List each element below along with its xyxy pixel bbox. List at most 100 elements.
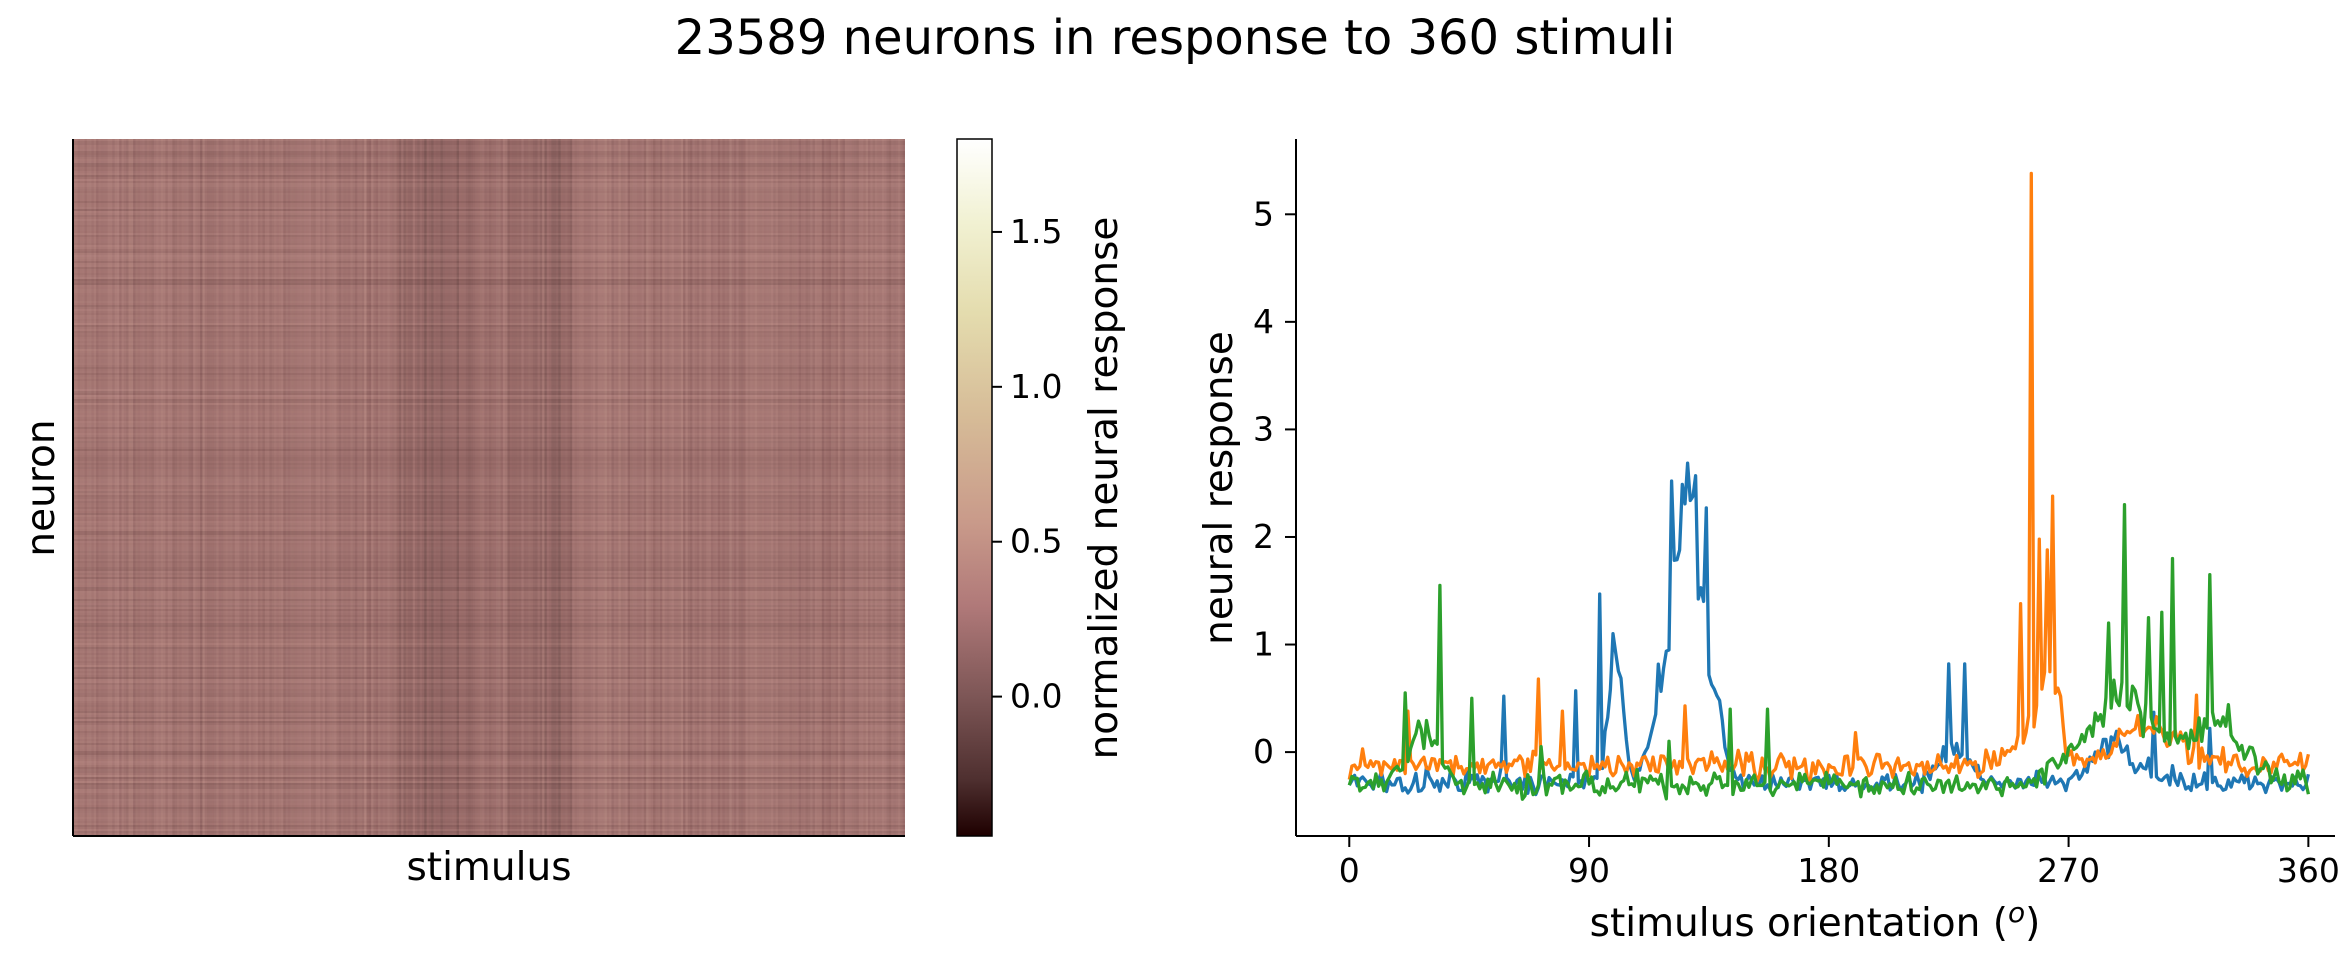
heatmap-column	[308, 139, 312, 836]
heatmap-row	[73, 499, 905, 501]
heatmap-row	[73, 337, 905, 339]
heatmap-row	[73, 239, 905, 241]
heatmap-column	[359, 139, 363, 836]
heatmap-row	[73, 491, 905, 493]
heatmap-row	[73, 449, 905, 451]
heatmap-column	[747, 139, 751, 836]
line-xtick-label: 360	[2277, 851, 2340, 890]
heatmap-column	[137, 139, 141, 836]
heatmap-column	[442, 139, 446, 836]
heatmap-column	[657, 139, 661, 836]
heatmap-column	[144, 139, 148, 836]
heatmap-column	[812, 139, 816, 836]
heatmap-columns	[73, 139, 905, 836]
heatmap-row	[73, 621, 905, 623]
heatmap-row	[73, 793, 905, 795]
heatmap-column	[105, 139, 109, 836]
heatmap-row	[73, 789, 905, 791]
heatmap-row	[73, 195, 905, 197]
heatmap-column	[179, 139, 183, 836]
heatmap-column	[260, 139, 264, 836]
heatmap-column	[472, 139, 476, 836]
heatmap-row	[73, 367, 905, 369]
heatmap-row	[73, 637, 905, 639]
heatmap-row	[73, 159, 905, 161]
heatmap-row	[73, 733, 905, 735]
heatmap-column	[604, 139, 608, 836]
heatmap-column	[100, 139, 104, 836]
heatmap-row	[73, 229, 905, 231]
heatmap-column	[895, 139, 899, 836]
heatmap-column	[225, 139, 229, 836]
heatmap-column	[375, 139, 379, 836]
heatmap-row	[73, 209, 905, 211]
heatmap-column	[842, 139, 846, 836]
heatmap-column	[551, 139, 555, 836]
heatmap-row	[73, 629, 905, 631]
heatmap-column	[250, 139, 254, 836]
heatmap-row	[73, 361, 905, 363]
heatmap-column	[886, 139, 890, 836]
heatmap-column	[128, 139, 132, 836]
heatmap-row	[73, 533, 905, 535]
heatmap-row	[73, 715, 905, 717]
heatmap-row	[73, 697, 905, 699]
heatmap-column	[174, 139, 178, 836]
heatmap-column	[512, 139, 516, 836]
heatmap-row	[73, 261, 905, 263]
heatmap-column	[142, 139, 146, 836]
heatmap-row	[73, 409, 905, 411]
heatmap-row	[73, 601, 905, 603]
heatmap-column	[648, 139, 652, 836]
heatmap-row	[73, 201, 905, 203]
heatmap-row	[73, 497, 905, 499]
heatmap-row	[73, 513, 905, 515]
heatmap-row	[73, 415, 905, 417]
heatmap-column	[109, 139, 113, 836]
heatmap-row	[73, 541, 905, 543]
heatmap-row	[73, 723, 905, 725]
heatmap-column	[502, 139, 506, 836]
heatmap-row	[73, 427, 905, 429]
heatmap-row	[73, 377, 905, 379]
heatmap-column	[271, 139, 275, 836]
heatmap-column	[509, 139, 513, 836]
heatmap-row	[73, 447, 905, 449]
heatmap-column	[865, 139, 869, 836]
heatmap-row	[73, 821, 905, 823]
heatmap-column	[119, 139, 123, 836]
heatmap-column	[463, 139, 467, 836]
heatmap-row	[73, 413, 905, 415]
heatmap-row	[73, 259, 905, 261]
heatmap-row	[73, 785, 905, 787]
heatmap-row	[73, 593, 905, 595]
heatmap-row	[73, 661, 905, 663]
heatmap-column	[507, 139, 511, 836]
heatmap-column	[796, 139, 800, 836]
heatmap-column	[269, 139, 273, 836]
heatmap-row	[73, 809, 905, 811]
heatmap-row	[73, 479, 905, 481]
heatmap-row	[73, 631, 905, 633]
heatmap-row	[73, 831, 905, 833]
heatmap-row	[73, 767, 905, 769]
heatmap-row	[73, 147, 905, 149]
heatmap-column	[237, 139, 240, 836]
heatmap-column	[440, 139, 444, 836]
heatmap-column	[276, 139, 280, 836]
heatmap-column	[146, 139, 150, 836]
heatmap-row	[73, 657, 905, 659]
heatmap-row	[73, 203, 905, 205]
heatmap-row	[73, 185, 905, 187]
heatmap-row	[73, 493, 905, 495]
heatmap-row	[73, 243, 905, 245]
heatmap-row	[73, 557, 905, 559]
heatmap-column	[452, 139, 455, 836]
heatmap-column	[514, 139, 518, 836]
heatmap-column	[535, 139, 539, 836]
heatmap-row	[73, 421, 905, 423]
heatmap-row	[73, 783, 905, 785]
heatmap-row	[73, 317, 905, 319]
heatmap-column	[692, 139, 696, 836]
